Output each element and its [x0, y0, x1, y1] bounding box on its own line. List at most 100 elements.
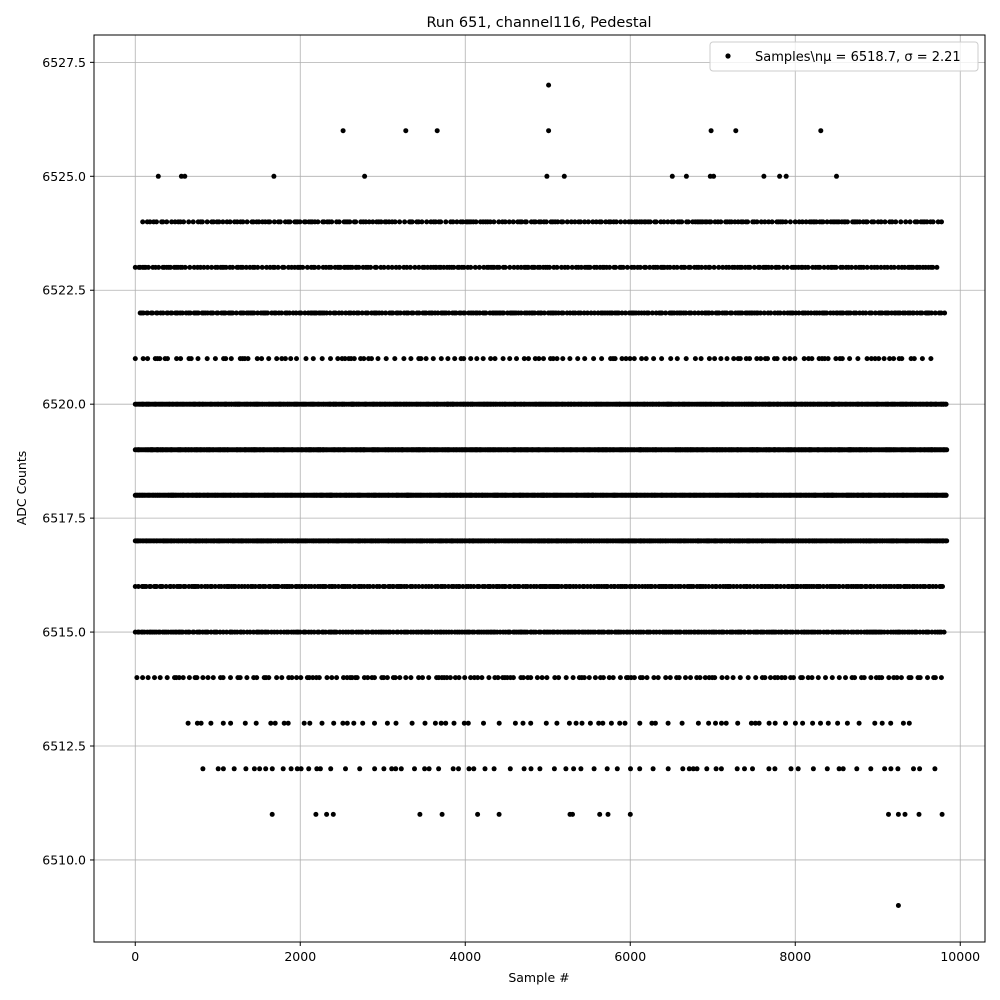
data-point [156, 264, 162, 270]
data-point [154, 219, 159, 225]
data-point [591, 766, 597, 772]
data-point [897, 584, 903, 589]
data-point [180, 675, 186, 681]
data-point [360, 629, 365, 635]
data-point [397, 310, 403, 316]
data-point [699, 264, 705, 270]
data-point [668, 356, 674, 362]
data-point [366, 219, 372, 225]
data-point [506, 219, 512, 225]
data-point [471, 584, 477, 589]
data-point [216, 219, 222, 225]
data-point [541, 356, 546, 362]
data-point [792, 219, 798, 225]
data-point [623, 310, 628, 316]
data-point [647, 219, 653, 225]
data-point [601, 629, 607, 635]
data-point [176, 675, 182, 681]
data-point [765, 356, 770, 362]
data-point [861, 264, 866, 270]
data-point [690, 584, 696, 589]
data-point [240, 219, 246, 225]
data-point [187, 264, 193, 270]
data-point [711, 264, 717, 270]
data-point [368, 264, 374, 270]
data-point [392, 219, 398, 225]
data-point [575, 356, 581, 362]
data-point [212, 356, 218, 362]
data-point [833, 356, 839, 362]
data-point [370, 584, 376, 589]
data-point [188, 356, 194, 362]
data-point [702, 675, 708, 681]
data-point [252, 584, 258, 589]
data-point [944, 538, 950, 544]
data-point [510, 675, 516, 681]
data-point [353, 219, 359, 225]
data-point [932, 310, 938, 316]
data-point [438, 219, 444, 225]
data-point [939, 219, 944, 225]
data-point [810, 720, 816, 726]
data-point [737, 356, 743, 362]
data-point [135, 584, 141, 589]
data-point [617, 720, 623, 726]
data-point [201, 264, 207, 270]
data-point [528, 720, 534, 726]
data-point [544, 675, 550, 681]
data-point [554, 720, 560, 726]
data-point [510, 219, 516, 225]
data-point [521, 356, 527, 362]
data-point [281, 720, 287, 726]
data-point [220, 720, 226, 726]
data-point [373, 264, 379, 270]
data-point [757, 264, 763, 270]
data-point [155, 173, 161, 179]
data-point [569, 264, 575, 270]
data-point [450, 766, 456, 772]
data-point [708, 128, 714, 134]
data-point [690, 766, 696, 772]
data-point [563, 675, 569, 681]
data-point [768, 675, 773, 681]
data-point [758, 356, 764, 362]
data-point [186, 629, 192, 635]
data-point [181, 219, 187, 225]
data-point [443, 219, 449, 225]
data-point [697, 675, 703, 681]
data-point [412, 766, 417, 772]
data-point [426, 675, 432, 681]
data-point [285, 720, 291, 726]
data-point [487, 219, 493, 225]
data-point [554, 356, 560, 362]
data-point [724, 356, 730, 362]
data-points [132, 82, 950, 908]
data-point [566, 720, 572, 726]
data-point [818, 720, 823, 726]
data-point [385, 264, 391, 270]
data-point [303, 356, 309, 362]
data-point [521, 766, 527, 772]
data-point [223, 356, 229, 362]
data-point [450, 219, 456, 225]
data-point [539, 675, 545, 681]
data-point [799, 219, 805, 225]
data-point [140, 356, 146, 362]
data-point [550, 356, 556, 362]
data-point [821, 264, 827, 270]
data-point [669, 173, 675, 179]
data-point [134, 675, 140, 681]
grid-lines [94, 35, 985, 942]
data-point [787, 356, 793, 362]
data-point [868, 766, 874, 772]
data-point [847, 356, 853, 362]
data-point [297, 629, 303, 635]
data-point [503, 584, 508, 589]
data-point [422, 766, 428, 772]
data-point [422, 720, 428, 726]
data-point [367, 584, 373, 589]
data-point [733, 128, 739, 134]
data-point [747, 584, 753, 589]
data-point [560, 356, 566, 362]
data-point [720, 264, 726, 270]
